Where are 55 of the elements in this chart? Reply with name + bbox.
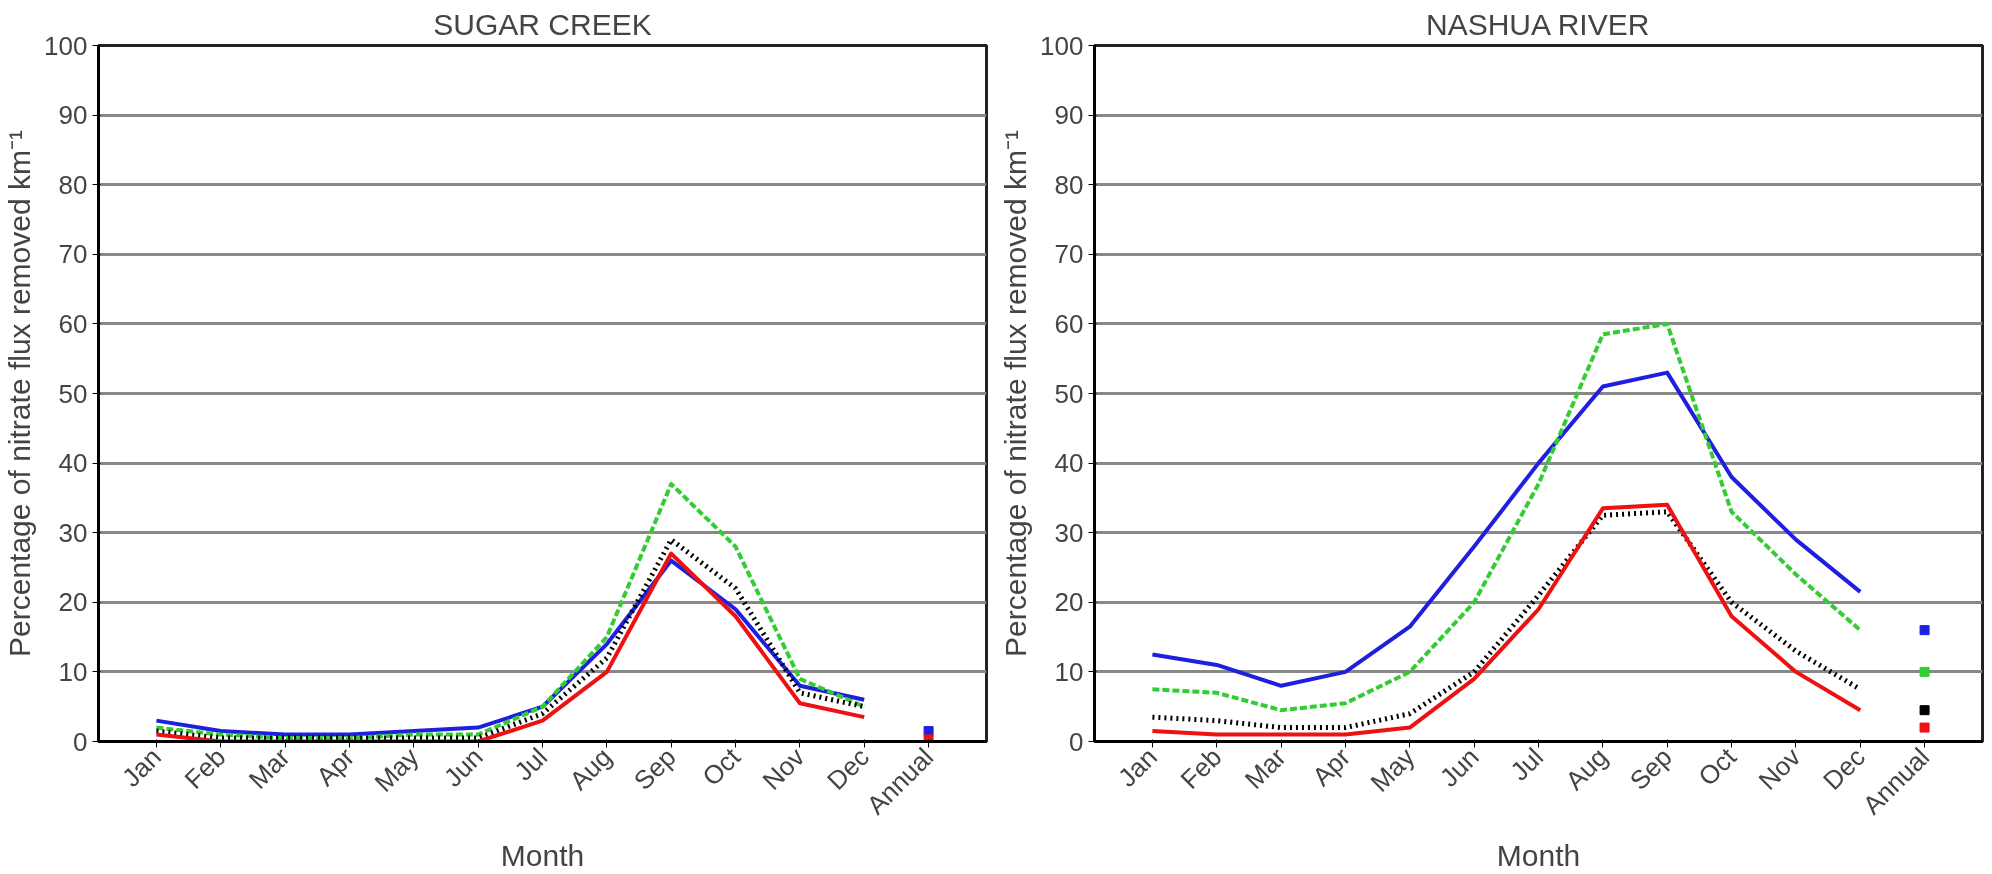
y-tick-label: 0 [73,726,88,757]
y-tick-label: 80 [1054,169,1084,200]
y-tick-label: 40 [58,448,88,479]
y-tick-label: 50 [58,378,88,409]
x-tick-label: Jun [1433,741,1485,793]
chart-title: SUGAR CREEK [433,7,652,41]
x-axis-title: Month [500,838,585,872]
x-tick-label: Dec [820,741,875,796]
line-series [1150,370,1863,688]
x-tick-label: Apr [310,741,361,792]
y-tick-label: 10 [1054,656,1084,687]
y-axis-title: Percentage of nitrate flux removed km⁻¹ [3,130,37,657]
x-tick-label: Mar [1238,741,1292,795]
x-tick-label: Feb [178,741,232,795]
y-tick-label: 20 [1054,587,1084,618]
x-tick-label: Aug [563,741,618,796]
y-tick-label: 60 [58,308,88,339]
y-axis-title: Percentage of nitrate flux removed km⁻¹ [999,130,1033,657]
y-tick-label: 30 [1054,517,1084,548]
x-tick-label: Jan [1112,741,1164,793]
y-tick-label: 40 [1054,448,1084,479]
y-tick-label: 100 [1040,30,1084,61]
x-tick-label: Dec [1816,741,1871,796]
x-axis-title: Month [1496,838,1581,872]
x-tick-label: Sep [1623,741,1678,796]
chart-title: NASHUA RIVER [1425,7,1650,41]
y-tick-label: 20 [58,587,88,618]
x-tick-label: Mar [242,741,296,795]
line-series [154,481,867,741]
y-tick-label: 30 [58,517,88,548]
y-tick-label: 80 [58,169,88,200]
x-tick-label: Jan [116,741,168,793]
y-tick-label: 90 [1054,100,1084,131]
y-tick-label: 50 [1054,378,1084,409]
x-tick-label: Nov [1752,741,1807,796]
y-tick-label: 0 [1069,726,1084,757]
y-tick-label: 90 [58,100,88,131]
x-tick-label: Sep [627,741,682,796]
x-tick-label: Jun [437,741,489,793]
line-series [1150,321,1863,713]
y-tick-label: 100 [44,30,88,61]
y-tick-label: 60 [1054,308,1084,339]
x-tick-label: Aug [1559,741,1614,796]
y-tick-label: 10 [58,656,88,687]
y-tick-label: 70 [58,239,88,270]
y-tick-label: 70 [1054,239,1084,270]
x-tick-label: May [368,741,425,798]
x-tick-label: May [1364,741,1421,798]
x-tick-label: Apr [1306,741,1357,792]
x-tick-label: Nov [756,741,811,796]
x-tick-label: Feb [1174,741,1228,795]
x-tick-label: Oct [1692,741,1743,792]
x-tick-label: Jul [1504,741,1550,787]
x-tick-label: Jul [508,741,554,787]
x-tick-label: Oct [696,741,747,792]
